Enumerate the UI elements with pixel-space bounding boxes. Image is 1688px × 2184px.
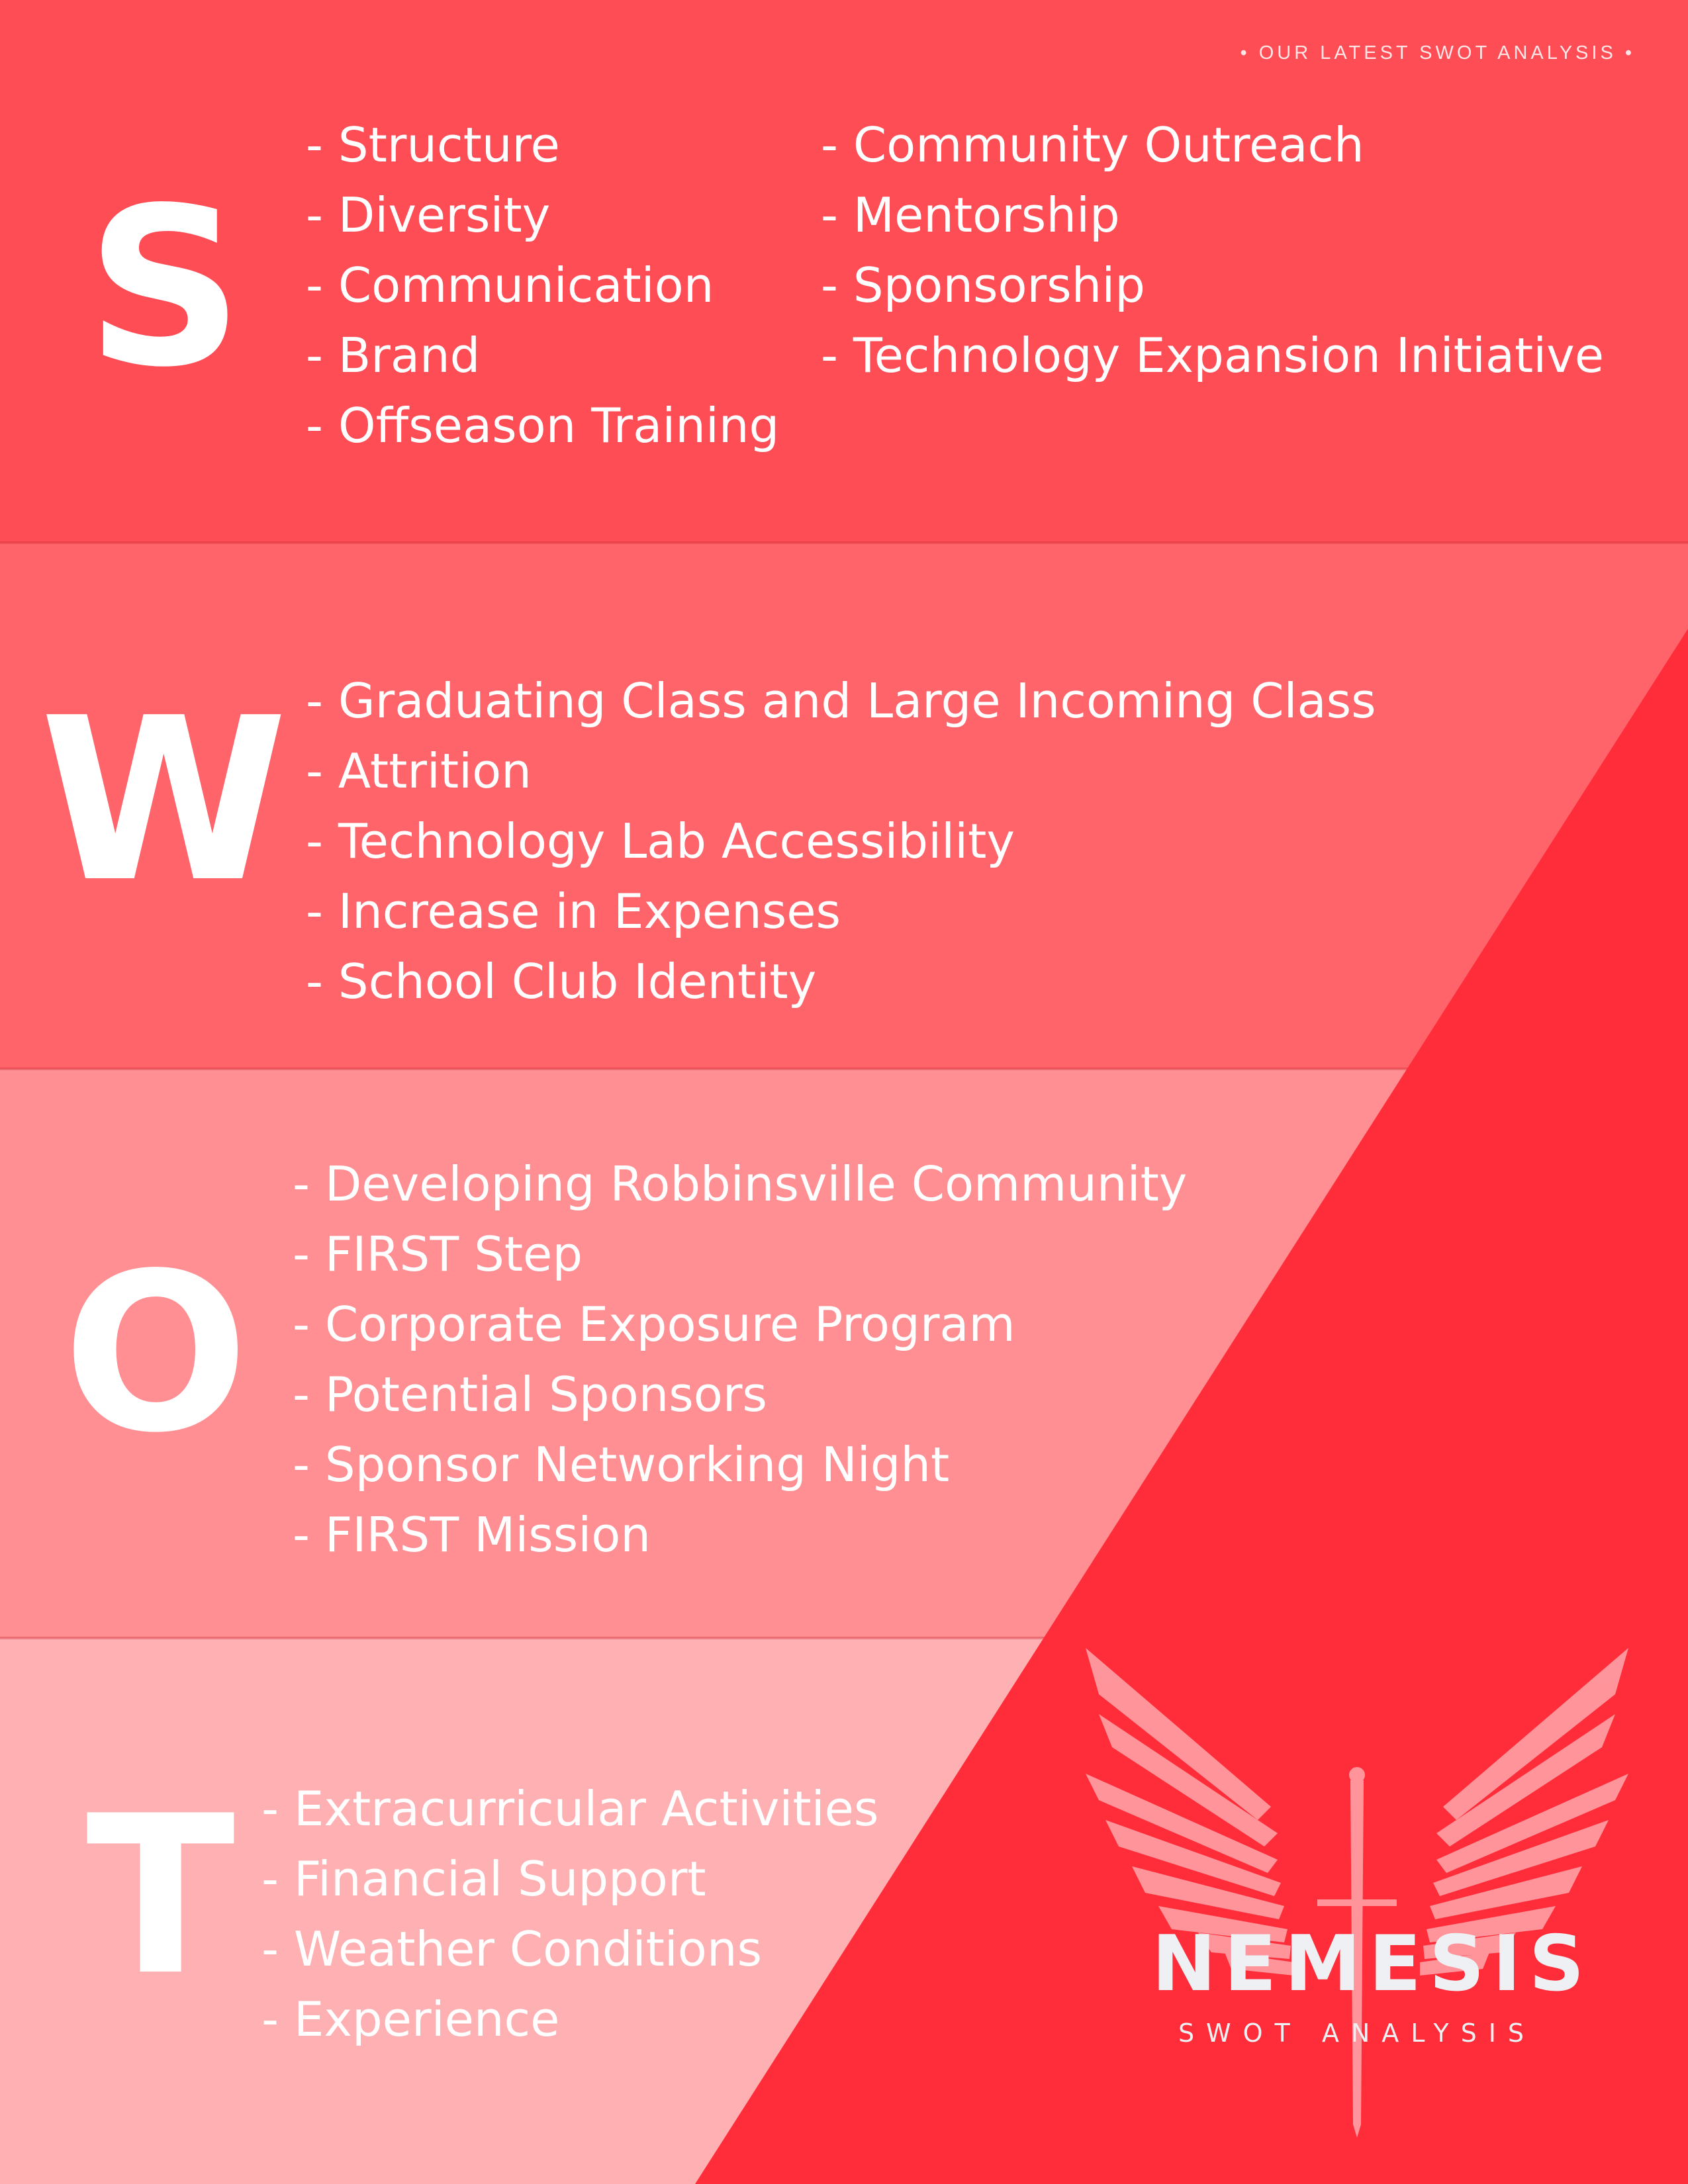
strengths-list-right: - Community Outreach - Mentorship - Spon… — [821, 110, 1604, 390]
winged-sword-icon — [1086, 1648, 1628, 2138]
list-item: - FIRST Mission — [293, 1507, 651, 1563]
list-item: - FIRST Step — [293, 1226, 583, 1282]
strengths-band — [0, 0, 1688, 543]
list-item: - Technology Expansion Initiative — [821, 328, 1605, 383]
list-item: - Graduating Class and Large Incoming Cl… — [306, 673, 1376, 729]
list-item: - Potential Sponsors — [293, 1367, 767, 1422]
list-item: - Developing Robbinsville Community — [293, 1156, 1188, 1212]
list-item: - Technology Lab Accessibility — [306, 813, 1015, 869]
list-item: - Corporate Exposure Program — [293, 1297, 1015, 1352]
header-tag: • OUR LATEST SWOT ANALYSIS • — [1240, 42, 1635, 64]
weaknesses-list: - Graduating Class and Large Incoming Cl… — [306, 666, 1376, 1017]
band-divider — [0, 1637, 1688, 1639]
strengths-list-left: - Structure - Diversity - Communication … — [306, 110, 779, 461]
list-item: - Brand — [306, 328, 481, 383]
list-item: - Financial Support — [261, 1851, 706, 1907]
weaknesses-letter: W — [40, 670, 289, 932]
threats-list: - Extracurricular Activities - Financial… — [261, 1774, 878, 2054]
threats-letter: T — [86, 1769, 236, 2023]
band-divider — [0, 541, 1688, 544]
strengths-letter: S — [86, 161, 244, 415]
brand-subtitle: SWOT ANALYSIS — [1178, 2019, 1536, 2048]
list-item: - Experience — [261, 1991, 560, 2047]
list-item: - Community Outreach — [821, 117, 1364, 173]
list-item: - School Club Identity — [306, 954, 817, 1009]
list-item: - Communication — [306, 257, 714, 313]
list-item: - Weather Conditions — [261, 1921, 762, 1977]
list-item: - Extracurricular Activities — [261, 1781, 879, 1837]
list-item: - Sponsor Networking Night — [293, 1437, 950, 1492]
opportunities-list: - Developing Robbinsville Community - FI… — [293, 1149, 1187, 1570]
list-item: - Attrition — [306, 743, 532, 799]
weaknesses-band — [0, 543, 1688, 1069]
list-item: - Sponsorship — [821, 257, 1145, 313]
band-divider — [0, 1068, 1688, 1070]
list-item: - Increase in Expenses — [306, 884, 841, 939]
opportunities-letter: O — [63, 1226, 249, 1480]
list-item: - Offseason Training — [306, 398, 780, 453]
list-item: - Structure — [306, 117, 560, 173]
list-item: - Mentorship — [821, 187, 1120, 243]
list-item: - Diversity — [306, 187, 551, 243]
brand-name: NEMESIS — [1152, 1919, 1593, 2009]
